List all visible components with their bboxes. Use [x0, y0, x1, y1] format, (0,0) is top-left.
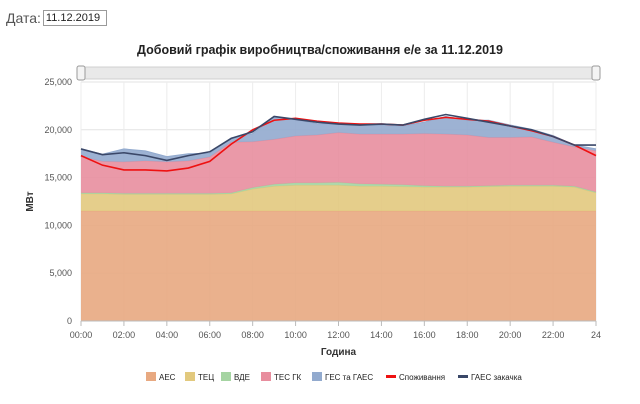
y-tick-label: 25,000: [44, 77, 72, 87]
legend-label[interactable]: АЕС: [159, 373, 176, 382]
area-series: [81, 211, 596, 321]
x-tick-label: 20:00: [499, 330, 522, 340]
y-axis-title: МВт: [25, 191, 36, 211]
legend-swatch[interactable]: [312, 372, 322, 381]
x-tick-label: 08:00: [241, 330, 264, 340]
legend-swatch[interactable]: [185, 372, 195, 381]
x-tick-label: 06:00: [198, 330, 221, 340]
navigator-handle-right[interactable]: [591, 65, 601, 81]
x-tick-label: 14:00: [370, 330, 393, 340]
legend-label[interactable]: ТЕЦ: [198, 373, 214, 382]
legend-swatch[interactable]: [386, 375, 396, 378]
y-tick-label: 15,000: [44, 173, 72, 183]
x-axis-title: Година: [321, 347, 357, 358]
legend-label[interactable]: ВДЕ: [234, 373, 250, 382]
x-tick-label: 12:00: [327, 330, 350, 340]
area-series: [81, 132, 596, 194]
legend-swatch[interactable]: [146, 372, 156, 381]
legend-swatch[interactable]: [221, 372, 231, 381]
x-tick-label: 02:00: [113, 330, 136, 340]
y-tick-label: 5,000: [49, 268, 72, 278]
y-tick-label: 20,000: [44, 125, 72, 135]
legend-label[interactable]: ТЕС ГК: [274, 373, 302, 382]
x-tick-label: 16:00: [413, 330, 436, 340]
legend-label[interactable]: Споживання: [399, 373, 445, 382]
y-tick-label: 10,000: [44, 220, 72, 230]
line-series: [80, 113, 596, 162]
area-series: [81, 185, 596, 212]
date-input[interactable]: [42, 10, 107, 26]
navigator-bar[interactable]: [80, 66, 597, 80]
date-filter: Дата:: [6, 10, 107, 26]
area-series: [81, 116, 596, 162]
legend-label[interactable]: ГАЕС закачка: [471, 373, 522, 382]
legend-label[interactable]: ГЕС та ГАЕС: [325, 373, 373, 382]
x-tick-label: 04:00: [156, 330, 179, 340]
x-tick-label: 00:00: [70, 330, 93, 340]
y-tick-label: 0: [67, 316, 72, 326]
chart-title: Добовий графік виробництва/споживання е/…: [137, 43, 503, 57]
legend-swatch[interactable]: [458, 375, 468, 378]
date-label: Дата:: [6, 10, 41, 26]
x-tick-label: 24: [591, 330, 601, 340]
area-series: [81, 182, 596, 195]
x-tick-label: 22:00: [542, 330, 565, 340]
x-tick-label: 10:00: [284, 330, 307, 340]
x-tick-label: 18:00: [456, 330, 479, 340]
navigator-handle-left[interactable]: [76, 65, 86, 81]
legend-swatch[interactable]: [261, 372, 271, 381]
